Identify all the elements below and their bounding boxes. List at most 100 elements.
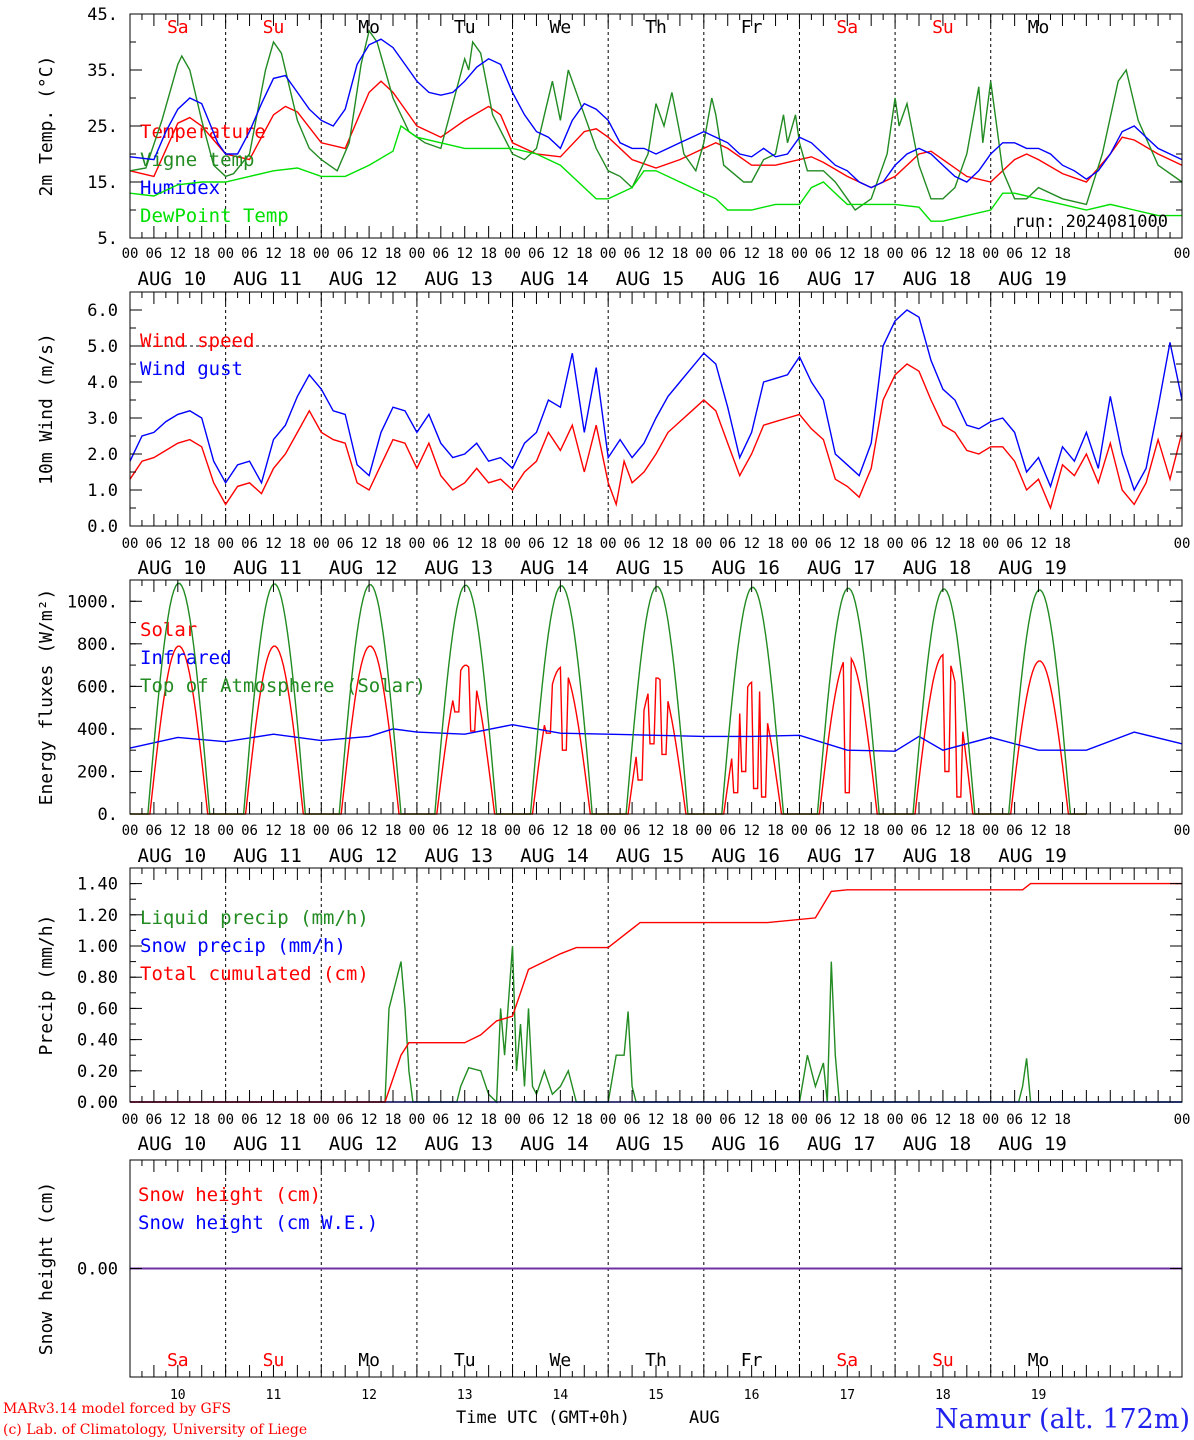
x-hour-label: 00 [217,246,234,262]
weekday-label: Tu [454,17,476,38]
x-hour-label: 06 [528,823,545,839]
x-hour-label: 00 [313,823,330,839]
series-line [129,29,1183,211]
x-hour-label: 06 [1006,1112,1023,1128]
y-tick-label: 600. [77,677,118,697]
weekday-label: Sa [836,1350,858,1371]
day-number-label: 16 [744,1388,760,1403]
x-hour-label: 12 [169,823,186,839]
x-hour-label: 18 [193,246,210,262]
x-hour-label: 00 [122,246,139,262]
x-hour-label: 18 [767,246,784,262]
x-day-label: AUG 19 [998,557,1067,579]
x-hour-label: 00 [1174,1112,1191,1128]
x-hour-label: 12 [934,246,951,262]
x-day-label: AUG 12 [329,557,398,579]
x-day-label: AUG 16 [711,845,780,867]
x-day-label: AUG 16 [711,557,780,579]
weekday-label: Fr [741,17,763,38]
x-hour-label: 00 [695,246,712,262]
weekday-label: Fr [741,1350,763,1371]
x-hour-label: 06 [432,823,449,839]
x-hour-label: 18 [863,246,880,262]
x-hour-label: 06 [624,536,641,552]
x-hour-label: 12 [265,246,282,262]
x-hour-label: 06 [815,823,832,839]
weekday-label: Mo [1028,1350,1050,1371]
x-hour-label: 00 [791,823,808,839]
day-number-label: 10 [170,1388,186,1403]
day-number-label: 18 [935,1388,951,1403]
weekday-label: We [550,17,572,38]
x-hour-label: 12 [839,246,856,262]
x-hour-label: 00 [122,536,139,552]
x-hour-label: 12 [361,246,378,262]
x-hour-label: 12 [265,536,282,552]
x-hour-label: 12 [648,536,665,552]
legend-entry: Solar [140,619,197,641]
x-hour-label: 18 [958,536,975,552]
x-hour-label: 12 [169,1112,186,1128]
y-tick-label: 25. [87,117,118,137]
x-hour-label: 00 [791,536,808,552]
x-hour-label: 00 [1174,823,1191,839]
day-number-label: 11 [266,1388,282,1403]
legend-entry: Wind gust [140,358,243,380]
x-hour-label: 18 [1054,823,1071,839]
x-hour-label: 12 [169,536,186,552]
x-hour-label: 00 [1174,536,1191,552]
x-day-label: AUG 12 [329,845,398,867]
weekday-label: Su [932,17,954,38]
x-day-label: AUG 15 [616,268,685,290]
x-day-label: AUG 11 [233,268,302,290]
x-hour-label: 12 [361,536,378,552]
y-tick-label: 1.40 [77,875,118,895]
x-hour-label: 00 [1174,246,1191,262]
x-day-label: AUG 19 [998,845,1067,867]
x-hour-label: 06 [624,246,641,262]
x-hour-label: 18 [289,536,306,552]
panel-5: Snow height (cm) Snow height (cm W.E.) 0.0… [36,1159,1183,1403]
x-hour-label: 18 [863,823,880,839]
x-hour-label: 06 [432,246,449,262]
weekday-label: Tu [454,1350,476,1371]
x-hour-label: 12 [552,823,569,839]
x-day-label: AUG 13 [424,1133,493,1155]
x-hour-label: 06 [815,246,832,262]
x-hour-label: 18 [1054,1112,1071,1128]
legend-entry: Snow height (cm W.E.) [138,1212,378,1234]
x-hour-label: 00 [217,823,234,839]
x-hour-label: 06 [528,536,545,552]
x-hour-label: 12 [456,246,473,262]
x-hour-label: 06 [911,246,928,262]
x-hour-label: 12 [934,536,951,552]
x-hour-label: 06 [337,1112,354,1128]
series-line [129,38,1183,189]
x-hour-label: 18 [193,1112,210,1128]
x-hour-label: 00 [982,1112,999,1128]
legend-entry: Temperature [140,121,266,143]
x-hour-label: 18 [1054,536,1071,552]
y-tick-label: 200. [77,762,118,782]
x-hour-label: 18 [671,823,688,839]
y-tick-label: 3.0 [87,409,118,429]
x-day-label: AUG 13 [424,557,493,579]
x-hour-label: 18 [576,823,593,839]
weekday-label: Sa [167,17,189,38]
x-hour-label: 06 [528,246,545,262]
y-tick-label: 800. [77,635,118,655]
y-tick-label: 0.00 [77,1260,118,1280]
y-axis-label: 2m Temp. (°C) [36,56,57,197]
x-axis-month: AUG [689,1408,720,1428]
x-hour-label: 06 [145,536,162,552]
plot-frame [129,867,1183,1103]
x-hour-label: 12 [743,823,760,839]
run-label: run: 2024081000 [1014,212,1168,232]
x-hour-label: 06 [719,823,736,839]
x-hour-label: 00 [217,1112,234,1128]
y-tick-label: 6.0 [87,301,118,321]
y-tick-label: 0.80 [77,968,118,988]
x-hour-label: 12 [1030,536,1047,552]
x-hour-label: 12 [552,246,569,262]
day-number-label: 14 [553,1388,569,1403]
